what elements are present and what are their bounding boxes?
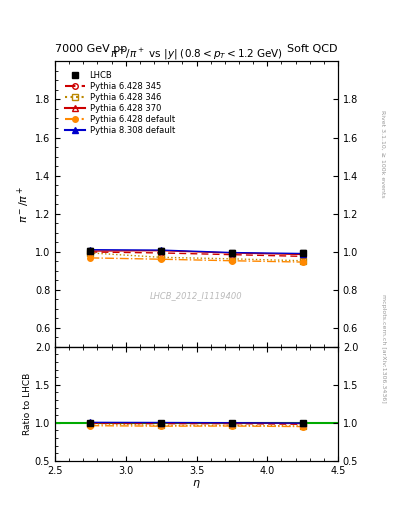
Pythia 6.428 346 [230, 256, 234, 262]
Pythia 6.428 346 [300, 258, 305, 264]
Pythia 6.428 346 [159, 254, 163, 261]
Pythia 6.428 default [230, 258, 234, 264]
Line: Pythia 6.428 346: Pythia 6.428 346 [88, 250, 305, 264]
Pythia 8.308 default [300, 250, 305, 257]
Pythia 6.428 default [88, 255, 93, 261]
Line: Pythia 8.308 default: Pythia 8.308 default [88, 247, 305, 257]
Pythia 6.428 370 [159, 248, 163, 254]
Pythia 6.428 default [159, 256, 163, 262]
X-axis label: $\eta$: $\eta$ [192, 478, 201, 490]
Line: Pythia 6.428 345: Pythia 6.428 345 [88, 249, 305, 259]
Text: Rivet 3.1.10, ≥ 100k events: Rivet 3.1.10, ≥ 100k events [381, 110, 386, 198]
Pythia 6.428 370 [88, 248, 93, 254]
Pythia 6.428 345 [88, 249, 93, 255]
Text: 7000 GeV pp: 7000 GeV pp [55, 44, 127, 54]
Pythia 6.428 345 [300, 253, 305, 260]
Y-axis label: $\pi^-/\pi^+$: $\pi^-/\pi^+$ [16, 185, 32, 223]
Pythia 6.428 346 [88, 250, 93, 256]
Pythia 6.428 345 [230, 251, 234, 258]
Y-axis label: Ratio to LHCB: Ratio to LHCB [23, 373, 32, 435]
Legend: LHCB, Pythia 6.428 345, Pythia 6.428 346, Pythia 6.428 370, Pythia 6.428 default: LHCB, Pythia 6.428 345, Pythia 6.428 346… [62, 69, 177, 138]
Pythia 8.308 default [88, 247, 93, 253]
Text: mcplots.cern.ch [arXiv:1306.3436]: mcplots.cern.ch [arXiv:1306.3436] [381, 294, 386, 402]
Pythia 6.428 345 [159, 250, 163, 256]
Pythia 6.428 370 [300, 251, 305, 258]
Pythia 8.308 default [230, 249, 234, 255]
Text: LHCB_2012_I1119400: LHCB_2012_I1119400 [150, 291, 243, 300]
Pythia 6.428 default [300, 259, 305, 265]
Pythia 6.428 370 [230, 250, 234, 256]
Line: Pythia 6.428 370: Pythia 6.428 370 [88, 248, 305, 257]
Text: Soft QCD: Soft QCD [288, 44, 338, 54]
Line: Pythia 6.428 default: Pythia 6.428 default [88, 255, 305, 265]
Pythia 8.308 default [159, 247, 163, 253]
Title: $\pi^-/\pi^+$ vs $|y|$ $(0.8 < p_T < 1.2$ GeV$)$: $\pi^-/\pi^+$ vs $|y|$ $(0.8 < p_T < 1.2… [110, 47, 283, 62]
